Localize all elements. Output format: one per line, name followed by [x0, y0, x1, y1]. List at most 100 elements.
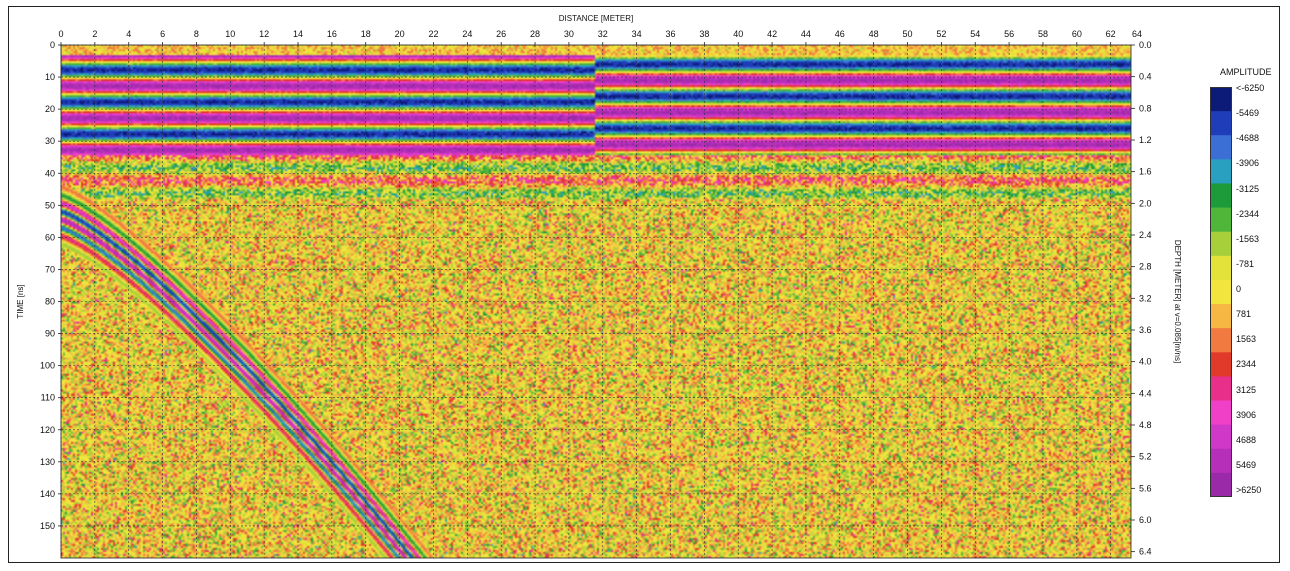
depth-tick-label: 2.0: [1139, 198, 1152, 208]
colorbar-swatch: [1210, 255, 1232, 281]
x-tick-label: 60: [1072, 29, 1082, 39]
x-tick-label: 16: [327, 29, 337, 39]
depth-tick-label: 3.2: [1139, 293, 1152, 303]
colorbar-swatch: [1210, 135, 1232, 160]
depth-tick-label: 1.6: [1139, 167, 1152, 177]
depth-tick-label: 4.0: [1139, 357, 1152, 367]
x-tick-label: 0: [58, 29, 63, 39]
x-tick-label: 18: [361, 29, 371, 39]
depth-tick-label: 6.0: [1139, 515, 1152, 525]
y-axis-title-time: TIME [ns]: [16, 284, 25, 318]
time-tick-label: 140: [40, 489, 55, 499]
depth-tick-label: 6.4: [1139, 547, 1152, 557]
colorbar-label: 781: [1236, 309, 1252, 320]
x-tick-label: 30: [564, 29, 574, 39]
depth-tick-label: 2.4: [1139, 230, 1152, 240]
x-tick-label: 24: [462, 29, 472, 39]
colorbar-swatch: [1210, 183, 1232, 209]
colorbar-swatch: [1210, 328, 1232, 353]
colorbar-swatch: [1210, 448, 1232, 474]
colorbar-swatch: [1210, 207, 1232, 233]
colorbar-swatch: [1210, 472, 1232, 497]
colorbar: [1210, 87, 1232, 497]
depth-tick-label: 5.2: [1139, 452, 1152, 462]
x-tick-label: 14: [293, 29, 303, 39]
time-tick-label: 150: [40, 521, 55, 531]
colorbar-swatch: [1210, 424, 1232, 450]
radargram-chart: 0 2 4 6 8 10 12 14 16 18 20 22 24 26 28 30 32 34 36 38 40 42 4…: [16, 14, 1182, 559]
time-tick-label: 20: [45, 104, 55, 114]
time-tick-label: 0: [50, 40, 55, 50]
colorbar-label: 2344: [1236, 359, 1257, 370]
colorbar-swatch: [1210, 159, 1232, 184]
colorbar-label: -3125: [1236, 183, 1260, 194]
x-tick-label: 50: [903, 29, 913, 39]
depth-tick-label: 4.8: [1139, 420, 1152, 430]
colorbar-swatch: [1210, 304, 1232, 329]
colorbar-label: 4688: [1236, 434, 1257, 445]
x-tick-label: 22: [428, 29, 438, 39]
colorbar-swatch: [1210, 87, 1232, 112]
colorbar-swatch: [1210, 231, 1232, 257]
time-tick-label: 70: [45, 264, 55, 274]
time-tick-label: 40: [45, 168, 55, 178]
time-tick-label: 90: [45, 329, 55, 339]
time-tick-label: 80: [45, 297, 55, 307]
colorbar-label: -3906: [1236, 158, 1260, 169]
x-tick-label: 26: [496, 29, 506, 39]
colorbar-swatch: [1210, 111, 1232, 136]
x-tick-label: 36: [665, 29, 675, 39]
colorbar-label: -2344: [1236, 208, 1260, 219]
x-tick-label: 34: [632, 29, 642, 39]
x-tick-label: 54: [970, 29, 980, 39]
colorbar-title: AMPLITUDE: [1220, 67, 1272, 77]
x-tick-label: 32: [598, 29, 608, 39]
time-tick-label: 10: [45, 72, 55, 82]
colorbar-label: -4688: [1236, 133, 1260, 144]
time-tick-label: 50: [45, 200, 55, 210]
depth-tick-label: 5.6: [1139, 483, 1152, 493]
colorbar-label: -5469: [1236, 108, 1260, 119]
x-tick-label: 28: [530, 29, 540, 39]
radargram-image: [61, 45, 1131, 558]
x-tick-label: 42: [767, 29, 777, 39]
depth-tick-label: 2.8: [1139, 262, 1152, 272]
x-tick-label: 40: [733, 29, 743, 39]
time-tick-label: 30: [45, 136, 55, 146]
x-tick-label: 62: [1106, 29, 1116, 39]
colorbar-label: >6250: [1236, 485, 1262, 495]
x-tick-label: 58: [1038, 29, 1048, 39]
time-tick-label: 110: [41, 393, 55, 403]
x-tick-label: 44: [801, 29, 811, 39]
x-tick-label: 20: [395, 29, 405, 39]
x-tick-label: 6: [160, 29, 165, 39]
colorbar-swatch: [1210, 352, 1232, 377]
x-tick-label: 56: [1004, 29, 1014, 39]
colorbar-label: 3125: [1236, 384, 1257, 395]
axes: 0 2 4 6 8 10 12 14 16 18 20 22 24 26 28 30 32 34 36 38 40 42 4…: [40, 29, 1152, 557]
time-tick-label: 60: [45, 232, 55, 242]
x-tick-label: 2: [92, 29, 97, 39]
colorbar-swatch: [1210, 279, 1232, 305]
x-tick-label: 12: [259, 29, 269, 39]
time-tick-label: 100: [40, 361, 55, 371]
colorbar-label: 1563: [1236, 334, 1257, 345]
colorbar-label: <-6250: [1236, 83, 1265, 93]
depth-tick-label: 1.2: [1139, 135, 1152, 145]
colorbar-swatch: [1210, 376, 1232, 402]
colorbar-label: -1563: [1236, 233, 1260, 244]
colorbar-swatch: [1210, 400, 1232, 426]
colorbar-label: 5469: [1236, 459, 1257, 470]
x-tick-label: 48: [869, 29, 879, 39]
time-tick-label: 120: [40, 425, 55, 435]
depth-tick-label: 4.4: [1139, 388, 1152, 398]
depth-tick-label: 3.6: [1139, 325, 1152, 335]
colorbar-label: 3906: [1236, 409, 1257, 420]
plot-frame: 0 2 4 6 8 10 12 14 16 18 20 22 24 26 28 30 32 34 36 38 40 42 4…: [8, 6, 1280, 563]
x-tick-label: 4: [126, 29, 131, 39]
x-tick-label: 52: [936, 29, 946, 39]
y-axis-title-depth: DEPTH [METER] at v=0.085[m/ns]: [1173, 240, 1182, 363]
x-tick-label: 46: [835, 29, 845, 39]
x-tick-label: 10: [225, 29, 235, 39]
radargram-raster: [61, 45, 1131, 558]
